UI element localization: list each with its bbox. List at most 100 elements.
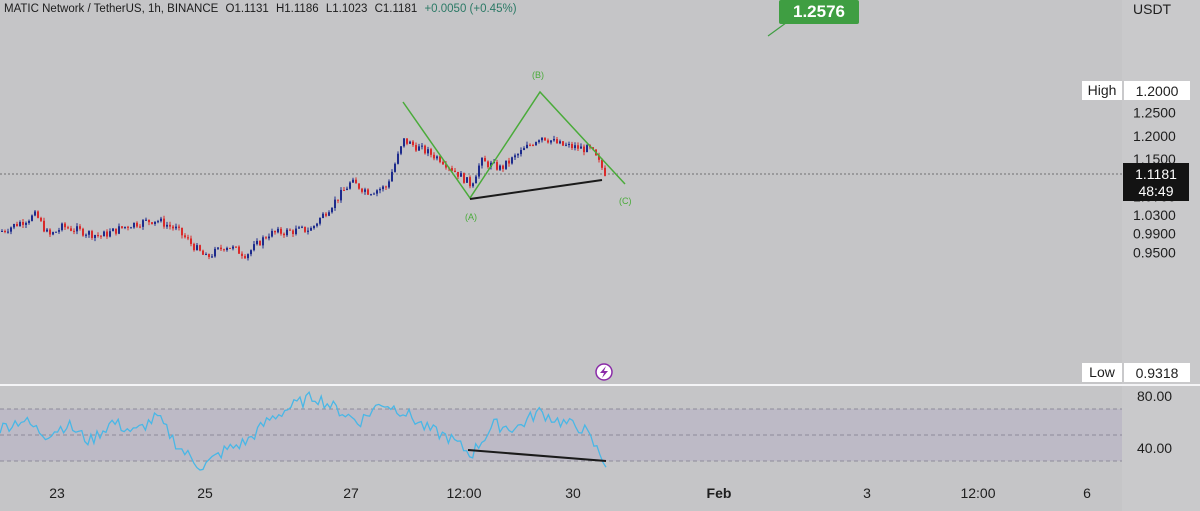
rsi-tick-40: 40.00 [1137,440,1172,456]
candle-body [433,154,435,159]
high-tag [1082,81,1122,100]
rsi-line [0,390,607,471]
candle-body [253,244,255,251]
candle-body [16,223,18,227]
candle-body [139,226,141,228]
candle-body [529,144,531,146]
candle-body [124,226,126,228]
candle-body [67,227,69,229]
candle-body [130,227,132,229]
candle-body [217,247,219,249]
candle-body [295,228,297,235]
candle-body [514,155,516,158]
time-axis-label: Feb [707,485,732,501]
candle-body [313,225,315,229]
candle-body [415,145,417,151]
rsi-tick-80: 80.00 [1137,388,1172,404]
target-badge[interactable] [779,0,859,24]
candle-body [13,223,15,228]
candle-body [544,137,546,141]
candle-body [262,237,264,246]
candle-body [256,240,258,245]
main-pane-bg [0,0,1122,384]
candle-body [352,179,354,183]
candle-body [442,162,444,165]
candle-body [214,248,216,257]
candle-body [535,142,537,146]
candle-body [43,220,45,232]
candle-body [508,160,510,164]
candle-body [220,247,222,250]
wave-label-c: (C) [619,196,632,206]
candle-body [259,240,261,246]
candle-body [190,238,192,244]
candle-body [112,228,114,232]
price-tick-label: 1.2000 [1133,128,1176,144]
candle-body [598,155,600,160]
candle-body [349,182,351,189]
candle-body [79,226,81,229]
candle-body [505,160,507,169]
current-price-badge [1123,163,1189,201]
candle-body [37,211,39,218]
time-axis-label: 25 [197,485,213,501]
candle-body [406,138,408,144]
candle-body [568,143,570,145]
candle-body [361,188,363,192]
price-tick-label: 0.9900 [1133,226,1176,242]
ohlc-open: O1.1131 [225,3,269,15]
candle-body [565,144,567,146]
candle-body [265,237,267,239]
candle-body [457,171,459,177]
candle-body [388,181,390,188]
wave-label-b: (B) [532,70,544,80]
ohlc-high: H1.1186 [275,3,319,15]
candle-body [400,146,402,154]
candle-body [151,222,153,224]
candle-body [445,164,447,168]
candle-body [127,226,129,228]
symbol-title[interactable]: MATIC Network / TetherUS, 1h, BINANCE [4,3,219,15]
candle-body [301,226,303,228]
time-axis[interactable]: 23 25 27 12:00 30 Feb 3 12:00 6 [49,485,1091,501]
candle-body [109,231,111,237]
candle-body [280,228,282,234]
candle-body [34,211,36,216]
candle-body [211,256,213,258]
candle-body [226,247,228,251]
candle-body [364,189,366,192]
lightning-icon[interactable] [595,363,613,381]
candle-body [469,177,471,187]
candle-body [526,144,528,149]
candle-body [379,189,381,191]
candle-body [172,226,174,229]
low-value: 0.9318 [1136,365,1179,381]
target-label: 1.2576 [793,2,845,21]
candle-body [523,148,525,151]
candle-body [286,229,288,236]
candle-body [547,140,549,143]
candle-body [85,234,87,236]
candle-body [271,230,273,237]
candle-body [1,230,3,232]
candle-body [358,183,360,189]
candle-body [31,215,33,221]
candle-body [499,165,501,170]
time-axis-label: 12:00 [960,485,995,501]
candle-body [28,220,30,223]
candle-body [61,223,63,231]
candle-body [478,165,480,177]
candle-body [391,171,393,182]
candle-body [319,217,321,224]
candle-body [394,163,396,172]
candle-body [307,230,309,232]
high-value-tag [1124,81,1190,100]
candle-body [208,254,210,257]
rsi-divergence-line [467,449,607,462]
candle-body [403,138,405,147]
candle-body [382,186,384,190]
candle-body [202,250,204,255]
candle-body [97,235,99,237]
candle-body [322,213,324,218]
